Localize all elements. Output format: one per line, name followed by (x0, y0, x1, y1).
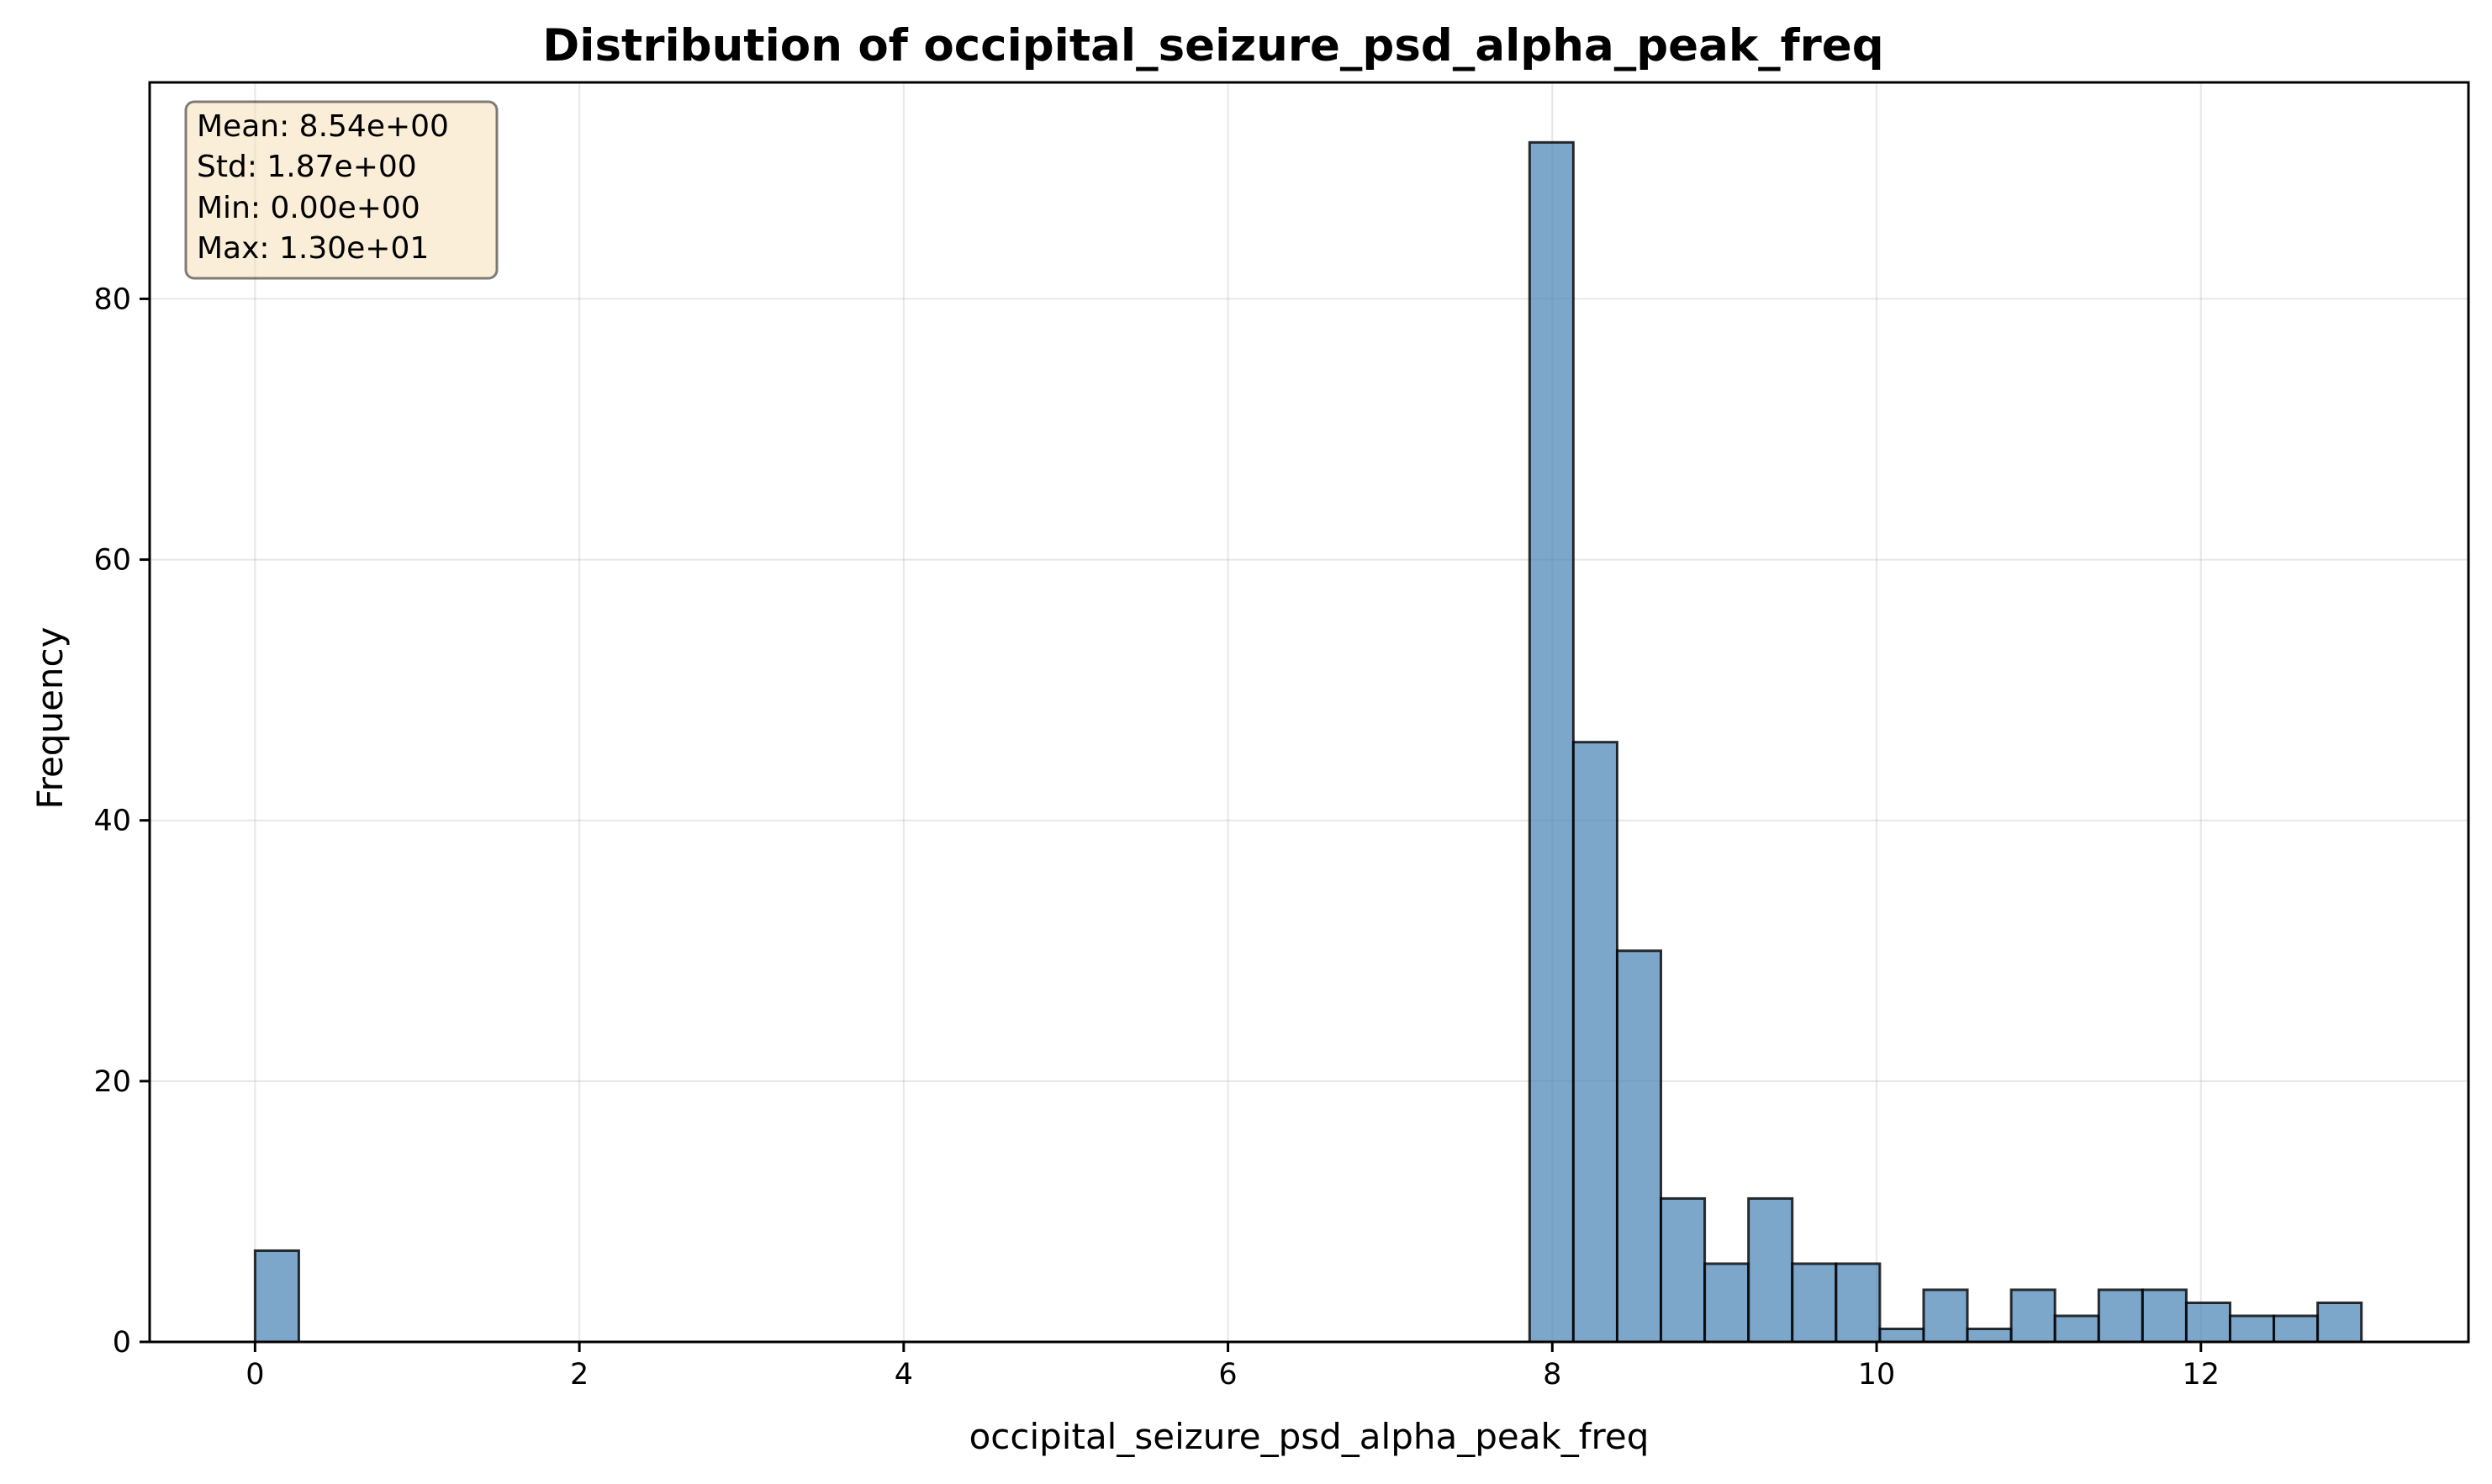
x-ticks: 0 2 4 6 8 10 12 (246, 1342, 2220, 1392)
y-tick-label: 20 (93, 1065, 131, 1099)
histogram-bar (2184, 1301, 2231, 1344)
histogram-bar (1615, 949, 1663, 1344)
plot-frame (148, 81, 2470, 1344)
stats-std: Std: 1.87e+00 (197, 150, 417, 184)
histogram-bar (2053, 1314, 2100, 1344)
histogram-bar (1747, 1196, 1794, 1344)
stats-mean: Mean: 8.54e+00 (197, 109, 449, 144)
histogram-bar (2097, 1288, 2144, 1344)
y-axis-label: Frequency (29, 627, 71, 810)
histogram-bar (1571, 741, 1618, 1344)
x-tick-label: 6 (1218, 1358, 1237, 1392)
histogram-bar (1878, 1327, 1925, 1344)
y-tick-label: 80 (93, 283, 131, 316)
histogram-bar (2273, 1314, 2320, 1344)
x-tick-label: 4 (895, 1358, 913, 1392)
histogram-bar (2141, 1288, 2188, 1344)
histogram-bar (2228, 1314, 2276, 1344)
y-tick-label: 60 (93, 544, 131, 578)
histogram-bar (1528, 140, 1575, 1344)
x-tick-label: 10 (1858, 1358, 1896, 1392)
stats-min: Min: 0.00e+00 (197, 191, 420, 225)
y-ticks: 0 20 40 60 80 (93, 283, 150, 1360)
x-tick-label: 8 (1543, 1358, 1561, 1392)
x-tick-label: 12 (2182, 1358, 2220, 1392)
stats-max: Max: 1.30e+01 (197, 231, 429, 266)
stats-box: Mean: 8.54e+00 Std: 1.87e+00 Min: 0.00e+… (184, 100, 499, 280)
histogram-bar (1703, 1262, 1750, 1344)
x-tick-label: 2 (570, 1358, 589, 1392)
x-tick-label: 0 (246, 1358, 264, 1392)
histogram-bar (1922, 1288, 1969, 1344)
stats-box-background (184, 100, 499, 280)
histogram-bar (2316, 1301, 2363, 1344)
y-tick-label: 0 (113, 1326, 131, 1360)
histogram-bar (2009, 1288, 2056, 1344)
y-tick-label: 40 (93, 805, 131, 838)
x-axis-label: occipital_seizure_psd_alpha_peak_freq (969, 1416, 1650, 1457)
chart-title: Distribution of occipital_seizure_psd_al… (542, 20, 1883, 71)
histogram-bar (1835, 1262, 1882, 1344)
histogram-bar (253, 1249, 300, 1344)
histogram-bar (1660, 1196, 1707, 1344)
bars (253, 140, 2363, 1344)
histogram-bar (1791, 1262, 1838, 1344)
histogram-bar (1966, 1327, 2013, 1344)
